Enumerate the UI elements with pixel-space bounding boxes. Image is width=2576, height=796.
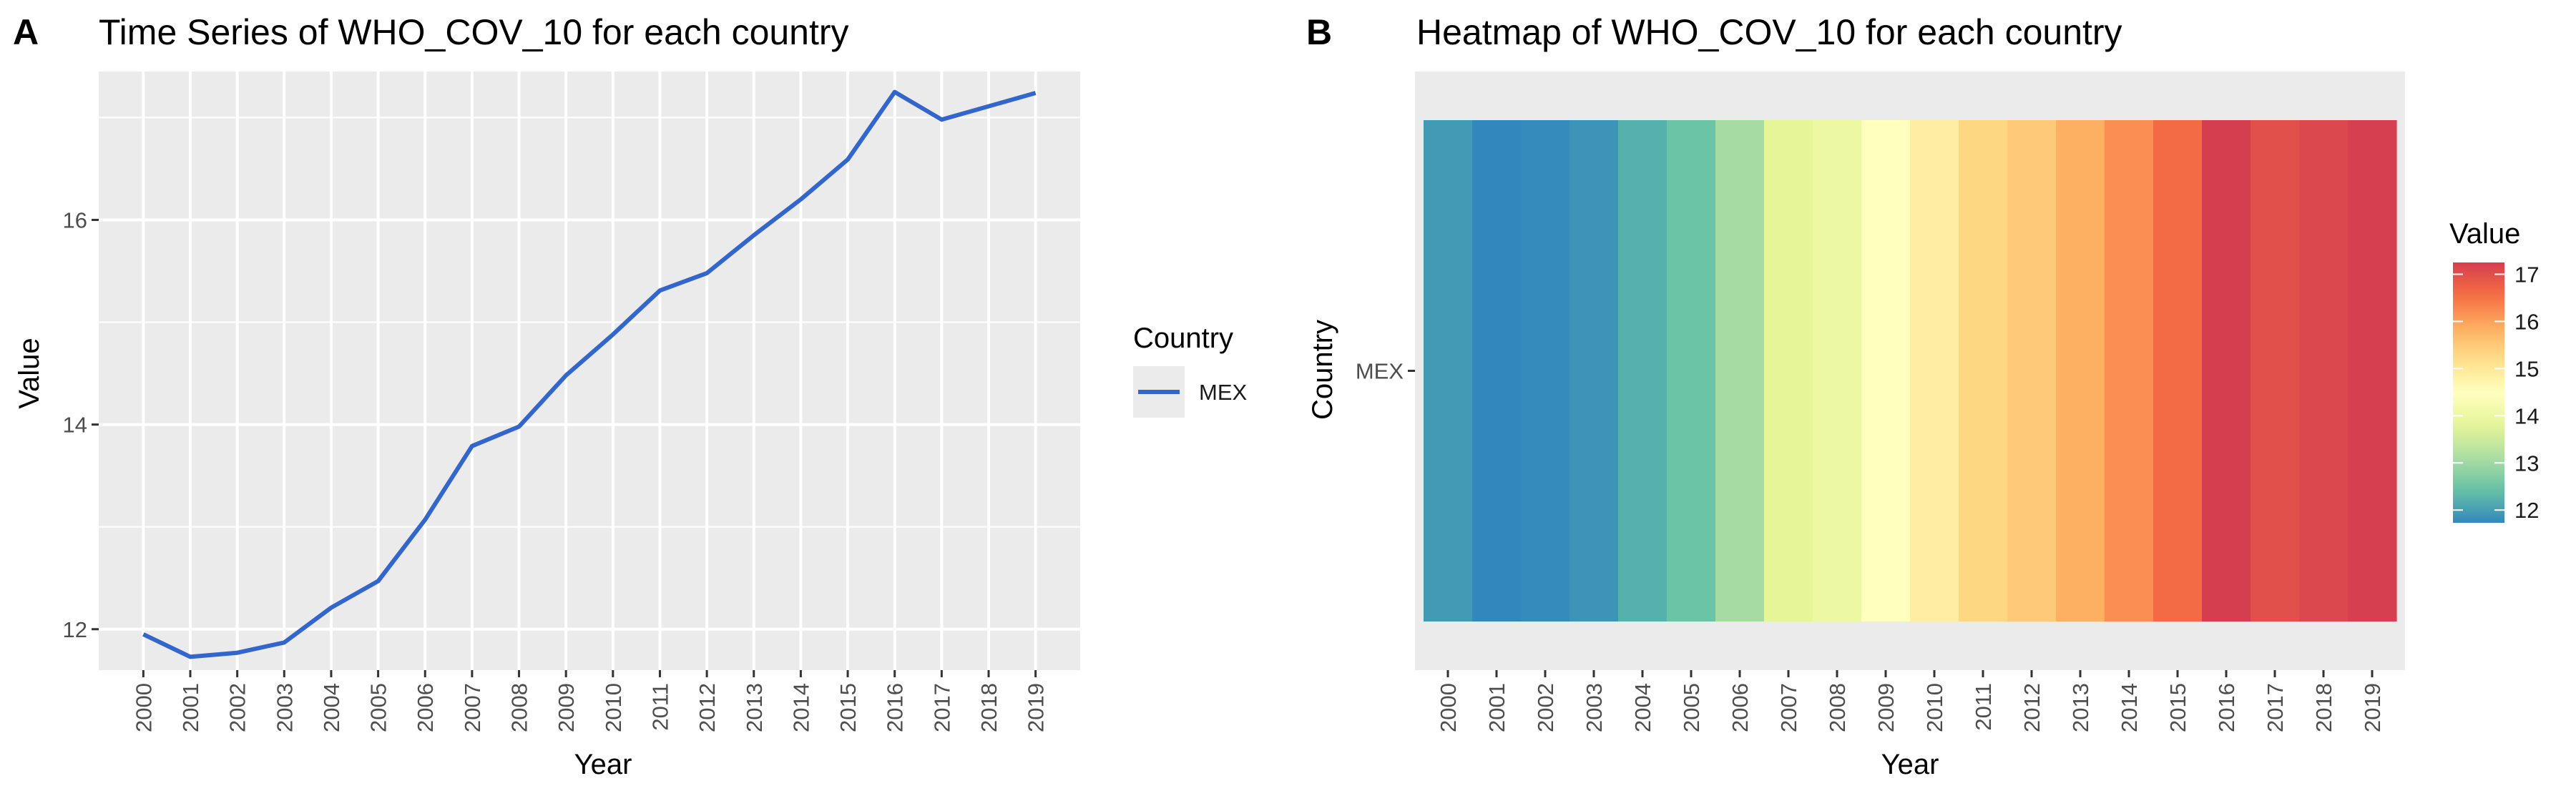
time-series-panel: A Time Series of WHO_COV_10 for each cou… (13, 12, 1248, 780)
x-tick-label: 2007 (460, 683, 485, 732)
panel-letter-a: A (13, 12, 39, 52)
time-series-y-axis: 12 14 16 (63, 207, 99, 642)
x-tick-label: 2012 (2019, 683, 2044, 732)
x-tick-label: 2009 (1874, 683, 1899, 732)
colorbar-tick-label: 15 (2514, 356, 2539, 381)
x-tick-label: 2008 (507, 683, 532, 732)
x-tick-label: 2014 (788, 683, 813, 732)
heatmap-cell (1715, 120, 1765, 621)
x-tick-label: 2001 (178, 683, 203, 732)
heatmap-cell (2299, 120, 2349, 621)
heatmap-cell (2348, 120, 2397, 621)
legend-title-country: Country (1133, 323, 1233, 354)
time-series-title: Time Series of WHO_COV_10 for each count… (99, 12, 849, 52)
colorbar-tick-label: 13 (2514, 451, 2539, 476)
y-tick-label: 12 (63, 617, 87, 642)
x-tick-label: 2013 (2068, 683, 2093, 732)
heatmap-cell (2251, 120, 2300, 621)
heatmap-cell (1424, 120, 1473, 621)
heatmap-y-axis: MEX (1356, 359, 1415, 384)
time-series-x-axis: 2000 2001 2002 2003 2004 2005 2006 2007 2008 2009… (131, 670, 1049, 732)
x-tick-label: 2017 (2263, 683, 2288, 732)
x-tick-label: 2004 (319, 683, 344, 732)
x-tick-label: 2006 (413, 683, 438, 732)
x-tick-label: 2017 (929, 683, 954, 732)
colorbar-tick-label: 16 (2514, 309, 2539, 334)
x-tick-label: 2001 (1484, 683, 1509, 732)
x-tick-label: 2009 (554, 683, 579, 732)
time-series-legend: Country MEX (1133, 323, 1248, 418)
heatmap-colorbar (2453, 262, 2504, 523)
x-tick-label: 2005 (366, 683, 391, 732)
colorbar-tick-label: 17 (2514, 262, 2539, 287)
y-tick-label: 16 (63, 207, 87, 232)
x-tick-label: 2016 (2214, 683, 2239, 732)
heatmap-colorbar-ticks: 12 13 14 15 16 17 (2453, 262, 2539, 523)
x-tick-label: 2000 (1436, 683, 1461, 732)
x-tick-label: 2011 (648, 683, 673, 731)
x-tick-label: 2007 (1776, 683, 1801, 732)
x-tick-label: 2002 (225, 683, 250, 732)
x-tick-label: 2016 (883, 683, 908, 732)
x-tick-label: 2005 (1679, 683, 1704, 732)
heatmap-cell (2105, 120, 2154, 621)
x-tick-label: 2014 (2117, 683, 2142, 732)
legend-title-value: Value (2449, 218, 2520, 250)
heatmap-panel: B Heatmap of WHO_COV_10 for each country… (1306, 12, 2539, 780)
heatmap-title: Heatmap of WHO_COV_10 for each country (1416, 12, 2122, 52)
y-tick-label: MEX (1356, 359, 1404, 384)
time-series-y-axis-title: Value (14, 338, 45, 408)
x-tick-label: 2019 (1024, 683, 1049, 732)
heatmap-color-legend: Value 12 13 14 15 16 17 (2449, 218, 2539, 523)
heatmap-cell (2007, 120, 2057, 621)
heatmap-y-axis-title: Country (1307, 320, 1338, 420)
x-tick-label: 2015 (836, 683, 861, 732)
x-tick-label: 2010 (601, 683, 626, 732)
heatmap-x-axis-title: Year (1881, 749, 1939, 780)
heatmap-cell (1472, 120, 1522, 621)
heatmap-cell (1569, 120, 1619, 621)
x-tick-label: 2003 (272, 683, 297, 732)
y-tick-label: 14 (63, 413, 87, 438)
time-series-plot-area (99, 72, 1080, 670)
heatmap-cell (1813, 120, 1862, 621)
heatmap-cell (2153, 120, 2203, 621)
colorbar-tick-label: 14 (2514, 403, 2539, 428)
heatmap-cell (1861, 120, 1911, 621)
heatmap-cell (1764, 120, 1813, 621)
heatmap-cell (1667, 120, 1716, 621)
heatmap-cell (2056, 120, 2105, 621)
heatmap-cell (2202, 120, 2251, 621)
x-tick-label: 2006 (1728, 683, 1753, 732)
heatmap-cell (1521, 120, 1570, 621)
time-series-x-axis-title: Year (574, 749, 632, 780)
x-tick-label: 2000 (131, 683, 156, 732)
heatmap-x-axis: 2000 2001 2002 2003 2004 2005 2006 2007 2008 2009… (1436, 670, 2385, 732)
x-tick-label: 2004 (1630, 683, 1655, 732)
x-tick-label: 2012 (695, 683, 720, 732)
heatmap-cell (1910, 120, 1959, 621)
x-tick-label: 2003 (1582, 683, 1607, 732)
series-line-mex (142, 89, 1037, 659)
x-tick-label: 2019 (2360, 683, 2385, 732)
colorbar-tick-label: 12 (2514, 498, 2539, 523)
x-tick-label: 2010 (1922, 683, 1947, 732)
panel-letter-b: B (1306, 12, 1332, 52)
legend-label-mex: MEX (1199, 380, 1248, 405)
heatmap-cell (1959, 120, 2008, 621)
x-tick-label: 2015 (2165, 683, 2190, 732)
x-tick-label: 2018 (2311, 683, 2336, 732)
time-series-gridlines (99, 72, 1080, 670)
x-tick-label: 2008 (1825, 683, 1850, 732)
x-tick-label: 2018 (976, 683, 1001, 732)
heatmap-cells (1424, 120, 2397, 621)
heatmap-cell (1618, 120, 1667, 621)
x-tick-label: 2002 (1533, 683, 1558, 732)
x-tick-label: 2013 (742, 683, 767, 732)
x-tick-label: 2011 (1971, 683, 1996, 731)
